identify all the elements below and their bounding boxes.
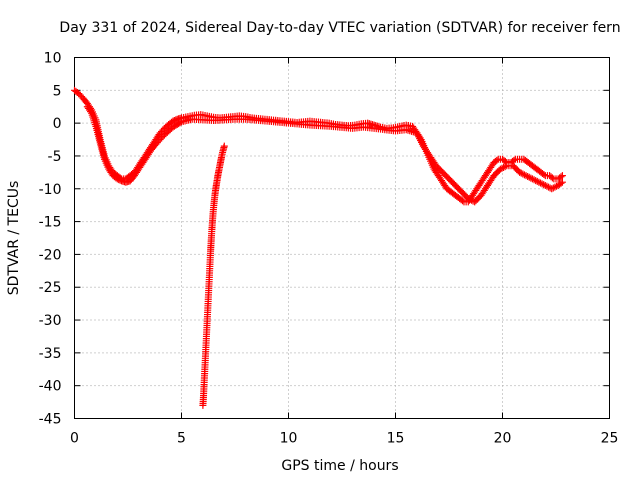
y-tick-label: -40	[39, 379, 62, 395]
x-axis-label: GPS time / hours	[281, 458, 398, 474]
data-point-interp	[466, 195, 474, 203]
data-point	[522, 172, 530, 180]
data-point-interp	[543, 182, 551, 190]
tick-label-layer: 0 5 10 15 20 25 10 5 0 -5 -10 -15 -20 -25 -30 -35 -40 -45	[39, 51, 619, 447]
data-point-interp	[500, 163, 508, 171]
x-tick-label: 0	[70, 431, 79, 447]
data-point-interp	[524, 172, 532, 180]
data-point	[220, 142, 228, 150]
x-tick-label: 15	[387, 431, 405, 447]
data-point-interp	[540, 171, 548, 179]
data-point	[548, 185, 556, 193]
data-point-interp	[519, 170, 527, 178]
data-point-interp	[557, 179, 565, 187]
y-tick-label: -45	[39, 412, 62, 428]
x-tick-label: 25	[601, 431, 619, 447]
data-point-interp	[532, 177, 540, 185]
data-point-interp	[530, 176, 538, 184]
data-point-interp	[527, 174, 535, 182]
data-point	[541, 181, 549, 189]
data-point-interp	[557, 173, 565, 181]
data-point-interp	[549, 184, 557, 192]
data-point-interp	[538, 180, 546, 188]
data-point-interp	[498, 164, 506, 172]
chart-title: Day 331 of 2024, Sidereal Day-to-day VTE…	[59, 20, 620, 36]
data-point	[528, 175, 536, 183]
data-point-interp	[493, 156, 501, 164]
y-tick-label: -10	[39, 182, 62, 198]
y-tick-label: -30	[39, 313, 62, 329]
y-tick-label: -25	[39, 280, 62, 296]
data-point-interp	[545, 183, 553, 191]
data-point-interp	[536, 179, 544, 187]
data-point	[496, 165, 504, 173]
data-point	[558, 172, 566, 180]
y-tick-label: 10	[44, 51, 62, 67]
data-point-interp	[540, 181, 548, 189]
x-tick-label: 5	[177, 431, 186, 447]
y-tick-label: 0	[53, 116, 62, 132]
y-axis-label: SDTVAR / TECUs	[6, 181, 22, 296]
data-point	[464, 195, 472, 203]
x-tick-label: 20	[494, 431, 512, 447]
y-tick-label: -20	[39, 247, 62, 263]
data-point-interp	[87, 108, 95, 116]
data-point-interp	[533, 177, 541, 185]
y-tick-label: -35	[39, 346, 62, 362]
y-tick-label: 5	[53, 83, 62, 99]
data-point	[516, 168, 524, 176]
data-point-interp	[517, 169, 525, 177]
grid-layer	[74, 57, 610, 419]
data-point-interp	[176, 119, 184, 127]
data-point-interp	[520, 171, 528, 179]
data-point-interp	[548, 174, 556, 182]
data-point-interp	[525, 173, 533, 181]
data-point-interp	[501, 163, 509, 171]
data-points	[71, 86, 566, 409]
data-point	[558, 178, 566, 186]
x-tick-label: 10	[280, 431, 298, 447]
plot-frame	[74, 57, 610, 419]
data-point-interp	[510, 156, 518, 164]
data-point-interp	[459, 197, 467, 205]
data-point-interp	[551, 183, 559, 191]
y-tick-label: -15	[39, 215, 62, 231]
data-point	[535, 178, 543, 186]
y-tick-label: -5	[48, 149, 62, 165]
